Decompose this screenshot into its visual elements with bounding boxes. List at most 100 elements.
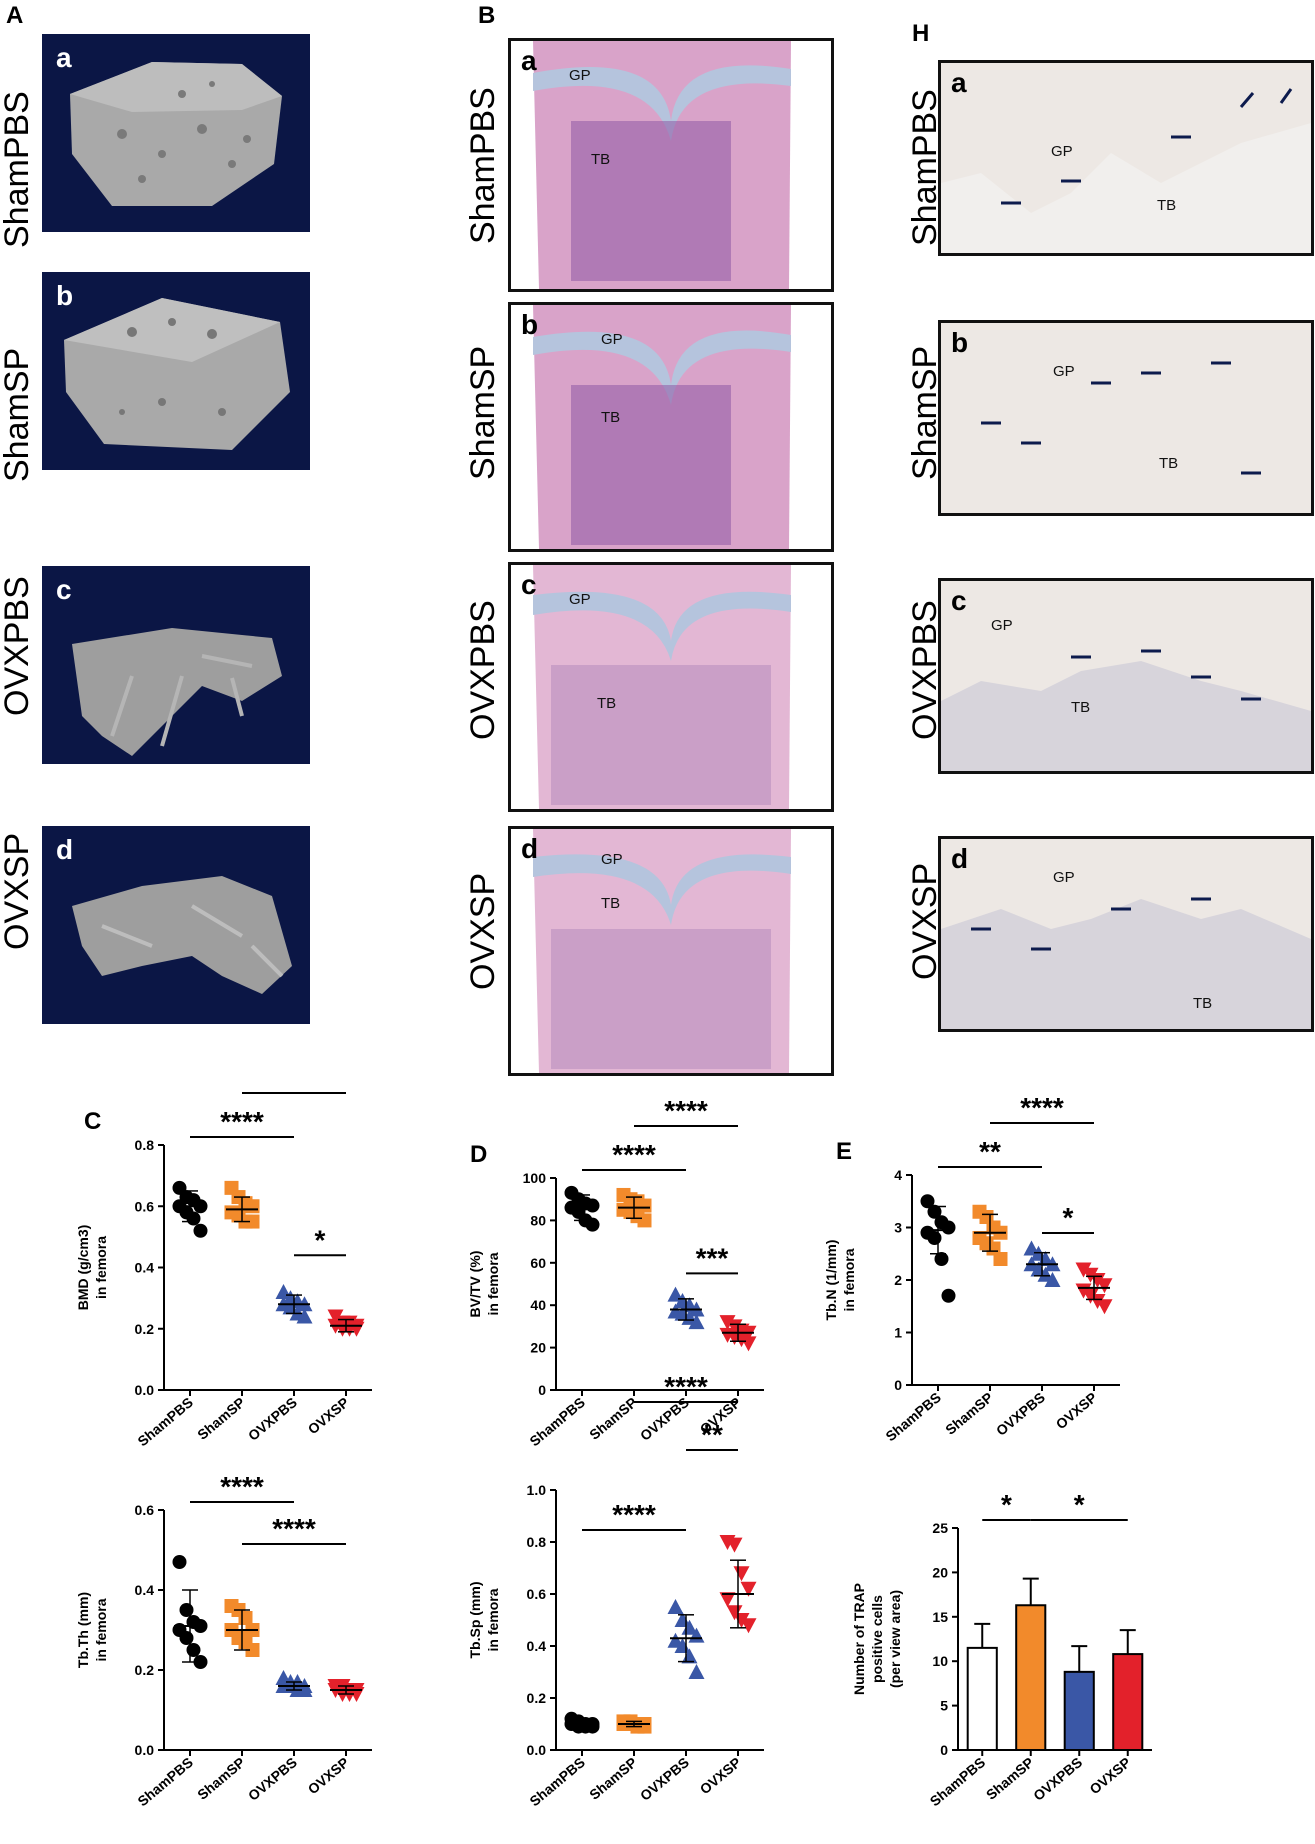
trap-section: [941, 649, 1311, 771]
data-point: [245, 1214, 260, 1229]
data-point: [733, 1566, 750, 1582]
y-axis-label: in femora: [841, 1248, 857, 1311]
y-tick-label: 3: [894, 1220, 902, 1236]
panel-letter-a: A: [6, 2, 24, 29]
trabecular-bone-render: [64, 298, 290, 450]
y-tick-label: 0: [940, 1742, 948, 1758]
y-tick-label: 0.2: [527, 1690, 547, 1706]
significance-label: **: [701, 1419, 723, 1450]
y-tick-label: 0.0: [527, 1742, 547, 1758]
x-tick-label: ShamSP: [983, 1754, 1037, 1803]
trap-image-b: b GP TB: [938, 320, 1314, 516]
gp-label: GP: [569, 591, 591, 608]
x-tick-label: OVXSP: [697, 1754, 744, 1797]
data-point: [667, 1286, 684, 1302]
row-label: OVXPBS: [0, 576, 36, 716]
y-axis-label: in femora: [93, 1236, 109, 1299]
x-tick-label: ShamPBS: [134, 1754, 196, 1809]
significance-label: ****: [612, 1499, 656, 1530]
x-tick-label: OVXSP: [1086, 1754, 1133, 1797]
significance-label: ****: [220, 1471, 264, 1502]
y-tick-label: 0.4: [135, 1582, 155, 1598]
y-axis-label: Tb.N (1/mm): [823, 1240, 839, 1321]
y-axis-label: positive cells: [869, 1595, 885, 1683]
data-point: [726, 1537, 743, 1553]
x-tick-label: ShamPBS: [526, 1394, 588, 1449]
data-point: [245, 1199, 260, 1214]
significance-label: ****: [220, 1106, 264, 1137]
gp-label: GP: [1053, 363, 1075, 380]
data-point: [934, 1252, 949, 1266]
row-label: ShamPBS: [464, 87, 502, 244]
data-point: [667, 1599, 684, 1614]
y-tick-label: 0.4: [135, 1260, 155, 1276]
x-tick-label: OVXPBS: [245, 1754, 300, 1804]
significance-label: ***: [696, 1242, 729, 1273]
y-tick-label: 40: [530, 1297, 546, 1313]
row-label: ShamPBS: [0, 91, 36, 248]
x-tick-label: ShamSP: [586, 1754, 640, 1803]
data-point: [245, 1643, 260, 1657]
y-tick-label: 0.0: [135, 1742, 155, 1758]
y-tick-label: 0.4: [527, 1638, 547, 1654]
significance-label: *: [315, 1224, 326, 1255]
sub-label: d: [56, 834, 74, 865]
sub-label: b: [521, 309, 539, 340]
row-label: OVXPBS: [464, 600, 502, 740]
y-tick-label: 20: [932, 1564, 948, 1580]
y-tick-label: 5: [940, 1698, 948, 1714]
trabecular-bone-render: [72, 628, 282, 756]
he-image-a: a GP TB: [508, 38, 834, 292]
data-point: [179, 1631, 194, 1645]
y-tick-label: 0.6: [135, 1198, 155, 1214]
chart-f: F0.00.20.40.6Tb.Th (mm)in femoraShamPBSS…: [75, 1471, 372, 1809]
he-image-d: d GP TB: [508, 826, 834, 1076]
bar: [1112, 1653, 1144, 1752]
x-tick-label: ShamPBS: [882, 1389, 944, 1444]
x-tick-label: OVXSP: [1053, 1389, 1100, 1432]
trap-section: [941, 897, 1311, 1029]
significance-label: **: [979, 1136, 1001, 1167]
x-tick-label: OVXSP: [305, 1754, 352, 1797]
x-tick-label: ShamSP: [586, 1394, 640, 1443]
data-point: [941, 1288, 956, 1303]
sub-label: b: [951, 327, 969, 358]
y-tick-label: 15: [932, 1609, 948, 1625]
panel-letter: C: [84, 1108, 101, 1135]
y-tick-label: 4: [894, 1167, 902, 1183]
y-axis-label: Tb.Sp (mm): [467, 1582, 483, 1659]
significance-label: *: [1074, 1489, 1085, 1520]
y-tick-label: 60: [530, 1255, 546, 1271]
x-tick-label: ShamPBS: [927, 1754, 989, 1809]
row-label: OVXSP: [464, 872, 502, 990]
y-tick-label: 0.6: [527, 1586, 547, 1602]
panel-letter-h: H: [912, 20, 930, 47]
y-axis-label: (per view area): [887, 1590, 903, 1688]
data-point: [193, 1655, 208, 1669]
data-point: [637, 1198, 652, 1213]
significance-label: *: [1063, 1202, 1074, 1233]
data-point: [296, 1682, 313, 1697]
trabecular-bone-render: [72, 876, 292, 994]
panel-letter: E: [836, 1138, 852, 1165]
sub-label: a: [951, 67, 967, 98]
y-tick-label: 0: [894, 1377, 902, 1393]
chart-d: D 0 20 40 60 80 100 BV/TV (%) in femora ShamPBSSh…: [467, 1095, 764, 1449]
gp-label: GP: [601, 331, 623, 348]
data-point: [726, 1319, 743, 1335]
x-tick-label: OVXPBS: [993, 1389, 1048, 1439]
bar: [966, 1646, 998, 1752]
microct-image-c: c: [42, 566, 310, 764]
bar: [1063, 1670, 1095, 1752]
gp-label: GP: [1053, 869, 1075, 886]
tb-label: TB: [597, 695, 617, 712]
y-axis-label: BV/TV (%): [467, 1251, 483, 1318]
microct-image-b: b: [42, 272, 310, 470]
data-point: [688, 1314, 705, 1330]
row-label: ShamSP: [464, 345, 502, 480]
y-tick-label: 0.2: [135, 1662, 155, 1678]
x-tick-label: ShamPBS: [526, 1754, 588, 1809]
